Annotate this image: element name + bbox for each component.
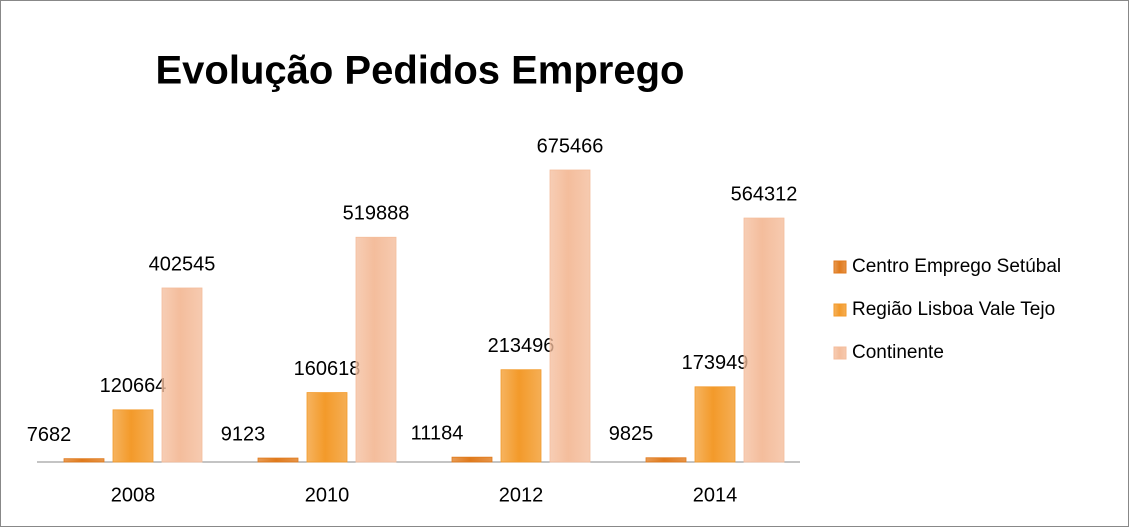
legend-swatch [833,303,847,317]
data-label: 675466 [537,135,604,157]
legend-label: Região Lisboa Vale Tejo [852,299,1055,320]
data-label: 120664 [100,375,167,397]
data-label: 173949 [682,352,749,374]
bar [63,458,105,463]
data-label: 7682 [27,424,72,446]
bar [743,217,785,463]
data-label: 11184 [411,422,464,444]
bar [500,369,542,463]
bar [549,169,591,463]
data-label: 564312 [731,183,798,205]
data-label: 519888 [343,203,410,225]
data-label: 9825 [609,423,654,445]
legend-label: Continente [852,342,944,363]
bar [112,409,154,463]
data-label: 160618 [294,358,361,380]
data-label: 213496 [488,335,555,357]
bar [161,287,203,463]
x-tick-label: 2012 [499,484,544,506]
x-tick-label: 2014 [693,484,738,506]
x-tick-label: 2008 [111,484,156,506]
bar [355,236,397,463]
data-label: 402545 [149,253,216,275]
chart-title: Evolução Pedidos Emprego [155,49,684,93]
bar [306,392,348,463]
legend-swatch [833,260,847,274]
bar [451,456,493,463]
bar [694,386,736,463]
x-tick-label: 2010 [305,484,350,506]
bar [257,457,299,463]
bar [645,457,687,463]
legend-label: Centro Emprego Setúbal [852,256,1061,277]
data-label: 9123 [221,423,266,445]
legend-swatch [833,346,847,360]
